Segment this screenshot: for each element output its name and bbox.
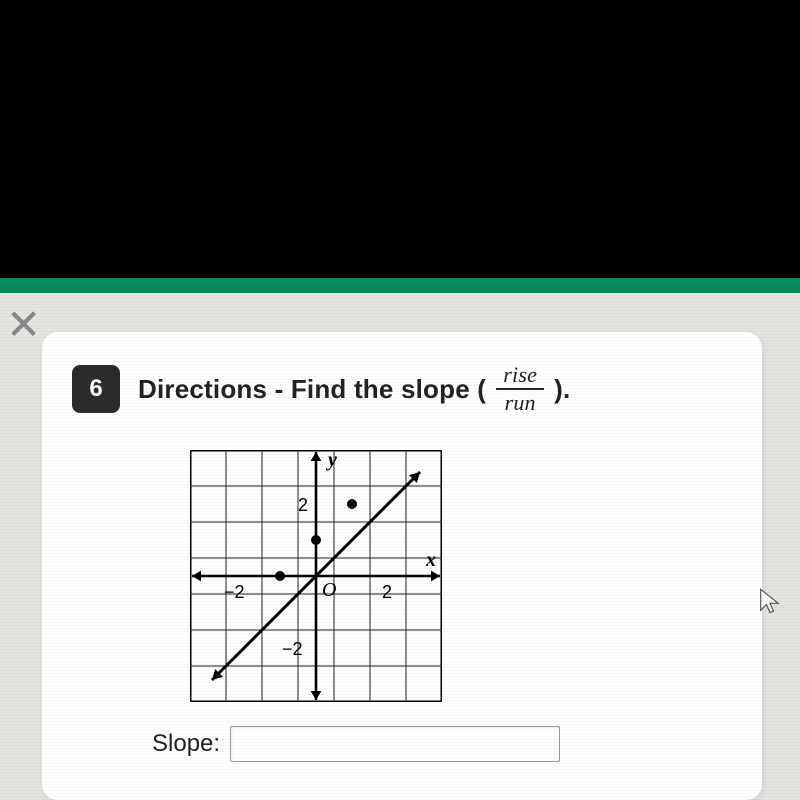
fraction-denominator: run xyxy=(501,392,540,414)
close-icon[interactable]: ✕ xyxy=(6,300,41,349)
graph-figure: y x O −2 2 −2 2 xyxy=(190,450,442,702)
directions-prefix: Directions - Find the slope ( xyxy=(138,374,486,405)
svg-text:−2: −2 xyxy=(224,582,245,602)
svg-text:−2: −2 xyxy=(282,639,303,659)
slope-fraction: rise run xyxy=(496,364,544,414)
answer-row: Slope: xyxy=(152,726,560,762)
question-header: 6 Directions - Find the slope ( rise run… xyxy=(72,364,570,414)
question-number: 6 xyxy=(72,365,120,413)
cursor-icon xyxy=(756,584,784,618)
svg-text:O: O xyxy=(322,579,336,601)
fraction-numerator: rise xyxy=(499,364,541,386)
svg-text:2: 2 xyxy=(298,495,308,515)
slope-label: Slope: xyxy=(152,730,220,758)
directions-text: Directions - Find the slope ( rise run )… xyxy=(138,364,570,414)
slope-input[interactable] xyxy=(230,726,560,762)
svg-text:y: y xyxy=(326,450,337,471)
graph-svg: y x O −2 2 −2 2 xyxy=(190,450,442,702)
question-number-text: 6 xyxy=(89,375,102,403)
question-card: 6 Directions - Find the slope ( rise run… xyxy=(42,332,762,800)
directions-suffix: ). xyxy=(554,374,570,405)
svg-text:x: x xyxy=(425,549,436,571)
svg-text:2: 2 xyxy=(382,582,392,602)
